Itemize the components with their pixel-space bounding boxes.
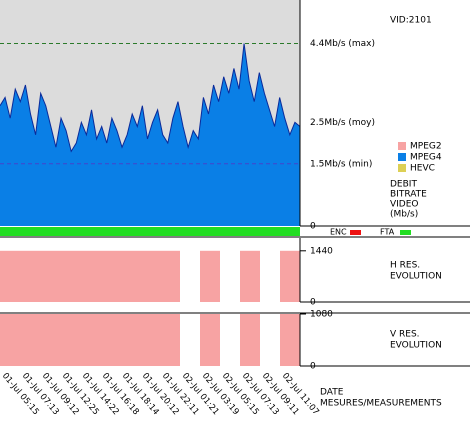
panel-title: DEBIT	[390, 180, 417, 190]
x-axis-label: DATE	[320, 388, 344, 398]
x-axis-label: MESURES/MEASUREMENTS	[320, 399, 442, 409]
panel-title: BITRATE	[390, 190, 427, 200]
bitrate-area	[0, 43, 300, 226]
legend-swatch	[398, 142, 406, 150]
bar	[120, 314, 140, 366]
bar	[0, 314, 20, 366]
bar	[140, 314, 160, 366]
status-swatch	[400, 230, 411, 235]
bar	[60, 250, 80, 302]
bar	[80, 250, 100, 302]
bitrate-line	[0, 43, 301, 153]
y-tick-label: 1440	[310, 246, 333, 256]
status-swatch	[350, 230, 361, 235]
panel-title: (Mb/s)	[390, 210, 418, 220]
reference-label: 4.4Mb/s (max)	[310, 39, 375, 49]
bar	[280, 314, 300, 366]
status-bar	[0, 227, 300, 236]
panel-title: V RES.	[390, 330, 420, 340]
bar	[0, 250, 20, 302]
legend-label: MPEG2	[410, 142, 442, 152]
bar	[100, 314, 120, 366]
legend-swatch	[398, 164, 406, 172]
status-label: FTA	[380, 228, 395, 237]
bar	[120, 250, 140, 302]
reference-label: 2.5Mb/s (moy)	[310, 118, 375, 128]
legend-swatch	[398, 153, 406, 161]
bar	[80, 314, 100, 366]
bar	[60, 314, 80, 366]
bar	[40, 314, 60, 366]
bar	[280, 250, 300, 302]
bar	[20, 314, 40, 366]
panel-title: EVOLUTION	[390, 341, 442, 351]
panel-title: EVOLUTION	[390, 272, 442, 282]
bar	[40, 250, 60, 302]
bar	[200, 250, 220, 302]
bar	[160, 250, 180, 302]
bar	[200, 314, 220, 366]
y-tick-label: 1080	[310, 310, 333, 320]
bar	[240, 250, 260, 302]
legend-label: MPEG4	[410, 153, 442, 163]
bar	[240, 314, 260, 366]
bar	[160, 314, 180, 366]
vid-label: VID:2101	[390, 16, 432, 26]
status-label: ENC	[330, 228, 347, 237]
bar	[140, 250, 160, 302]
bar	[100, 250, 120, 302]
panel-title: VIDEO	[390, 200, 419, 210]
panel-title: H RES.	[390, 261, 420, 271]
legend-label: HEVC	[410, 164, 435, 174]
bar	[20, 250, 40, 302]
reference-label: 1.5Mb/s (min)	[310, 159, 372, 169]
